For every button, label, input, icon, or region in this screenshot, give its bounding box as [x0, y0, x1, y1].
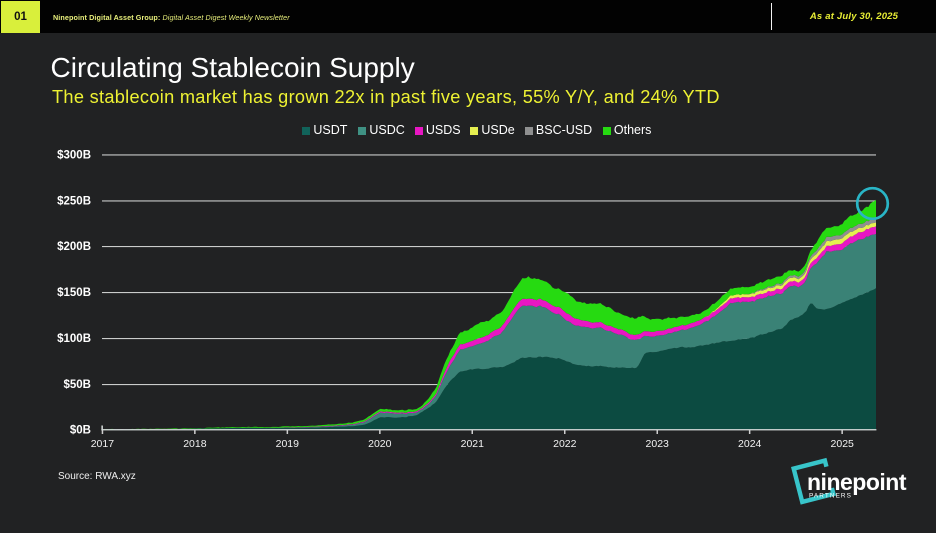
svg-text:PARTNERS: PARTNERS — [809, 493, 852, 500]
svg-text:$300B: $300B — [57, 150, 91, 162]
svg-text:2017: 2017 — [91, 438, 115, 450]
svg-text:ninepoint: ninepoint — [807, 469, 907, 495]
svg-text:2020: 2020 — [368, 438, 392, 450]
svg-text:2024: 2024 — [738, 438, 762, 450]
svg-text:$0B: $0B — [70, 425, 91, 437]
svg-text:$250B: $250B — [57, 196, 91, 208]
svg-text:$50B: $50B — [64, 379, 92, 391]
svg-text:2021: 2021 — [461, 438, 485, 450]
svg-text:2025: 2025 — [831, 438, 855, 450]
svg-text:2019: 2019 — [276, 438, 300, 450]
svg-text:$100B: $100B — [57, 333, 91, 345]
svg-text:$200B: $200B — [57, 241, 91, 253]
svg-text:2018: 2018 — [183, 438, 207, 450]
svg-text:2023: 2023 — [646, 438, 670, 450]
svg-text:$150B: $150B — [57, 287, 91, 299]
svg-text:2022: 2022 — [553, 438, 577, 450]
